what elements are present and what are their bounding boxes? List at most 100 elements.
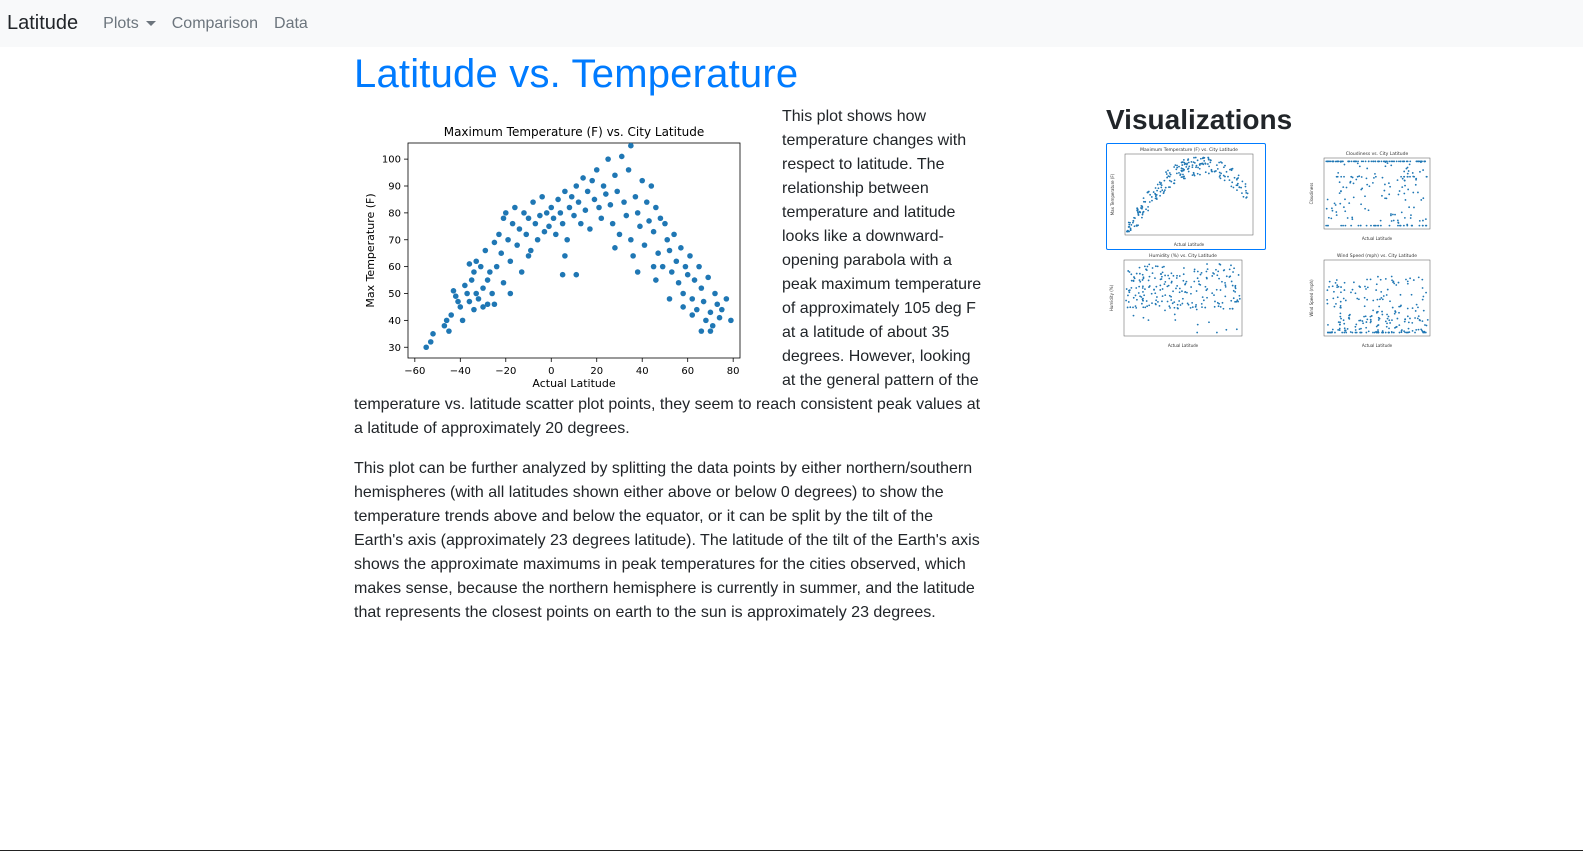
- data-point: [543, 210, 550, 216]
- thumbnail-point: [1333, 202, 1336, 205]
- thumbnail-point: [1340, 190, 1342, 192]
- navbar: Latitude Plots Comparison Data: [0, 0, 1583, 47]
- thumbnail-point: [1328, 285, 1330, 288]
- thumbnail-point: [1161, 266, 1164, 269]
- data-point: [464, 290, 470, 297]
- thumbnail-point: [1405, 278, 1407, 281]
- thumbnail-point: [1338, 327, 1341, 330]
- thumbnail-point: [1354, 160, 1357, 163]
- thumbnail-point: [1365, 331, 1368, 334]
- thumbnail-point: [1345, 331, 1348, 334]
- thumbnail-point: [1372, 299, 1375, 302]
- thumbnail-point: [1359, 331, 1362, 334]
- thumbnail-ylabel: Max Temperature (F): [1110, 173, 1115, 215]
- data-point: [482, 247, 489, 254]
- thumbnail-point: [1178, 291, 1181, 294]
- data-point: [475, 296, 482, 302]
- thumbnail-point: [1344, 329, 1347, 332]
- thumbnail-point: [1338, 181, 1341, 184]
- thumbnail-point: [1218, 277, 1220, 280]
- thumbnail-point: [1409, 175, 1411, 178]
- thumbnail-point: [1133, 225, 1136, 228]
- thumbnail-xlabel: Actual Latitude: [1174, 242, 1205, 247]
- chart-title: Maximum Temperature (F) vs. City Latitud…: [444, 125, 705, 139]
- thumbnail-point: [1355, 178, 1358, 181]
- data-point: [532, 220, 539, 227]
- thumbnail-point: [1238, 294, 1241, 297]
- thumbnail-1[interactable]: Maximum Temperature (F) vs. City Latitud…: [1106, 143, 1266, 250]
- thumbnail-point: [1208, 321, 1210, 324]
- thumbnail-point: [1176, 166, 1179, 169]
- thumbnail-point: [1236, 189, 1238, 191]
- thumbnail-point: [1350, 160, 1353, 163]
- thumbnail-point: [1348, 202, 1351, 205]
- data-point: [525, 253, 532, 259]
- thumbnail-point: [1173, 166, 1176, 168]
- data-point: [664, 236, 671, 243]
- thumbnail-point: [1187, 167, 1190, 170]
- thumbnail-point: [1398, 331, 1401, 334]
- data-point: [491, 301, 498, 308]
- thumbnail-point: [1366, 278, 1368, 281]
- thumbnail-point: [1372, 309, 1374, 312]
- thumbnail-point: [1421, 278, 1424, 281]
- data-point: [666, 296, 673, 302]
- thumbnail-point: [1206, 268, 1209, 271]
- thumbnail-title: Wind Speed (mph) vs. City Latitude: [1337, 253, 1417, 259]
- thumbnail-2[interactable]: Cloudiness vs. City Latitude Actual Latit…: [1306, 148, 1442, 243]
- thumbnail-frame: [1124, 153, 1254, 236]
- thumbnail-point: [1234, 284, 1237, 287]
- thumbnail-point: [1170, 295, 1172, 298]
- data-point: [518, 269, 525, 275]
- thumbnail-point: [1148, 263, 1151, 266]
- data-point: [728, 317, 734, 324]
- thumbnail-point: [1425, 175, 1428, 178]
- thumbnail-3[interactable]: Humidity (%) vs. City Latitude Actual Lat…: [1106, 250, 1254, 350]
- thumbnail-point: [1145, 269, 1148, 272]
- thumbnail-point: [1337, 321, 1340, 324]
- thumbnail-point: [1386, 317, 1389, 320]
- thumbnail-point: [1211, 292, 1214, 295]
- thumbnail-point: [1174, 164, 1177, 167]
- thumbnail-point: [1128, 291, 1131, 294]
- thumbnail-point: [1360, 327, 1362, 330]
- data-point: [527, 247, 534, 254]
- nav-data[interactable]: Data: [274, 14, 308, 32]
- thumbnail-point: [1407, 331, 1410, 334]
- thumbnail-point: [1423, 160, 1426, 163]
- thumbnail-4[interactable]: Wind Speed (mph) vs. City Latitude Actual…: [1306, 250, 1442, 350]
- thumbnail-point: [1191, 164, 1194, 167]
- thumbnail-point: [1199, 157, 1202, 160]
- thumbnail-point: [1214, 300, 1216, 303]
- thumbnail-point: [1376, 324, 1379, 327]
- navbar-brand[interactable]: Latitude: [7, 12, 79, 34]
- thumbnail-point: [1182, 159, 1185, 161]
- thumbnail-point: [1141, 299, 1144, 302]
- thumbnail-point: [1372, 160, 1375, 163]
- data-point: [630, 253, 636, 259]
- thumbnail-point: [1422, 309, 1425, 312]
- nav-plots-dropdown[interactable]: Plots: [103, 15, 156, 33]
- nav-comparison[interactable]: Comparison: [171, 14, 259, 32]
- thumbnail-point: [1377, 160, 1380, 163]
- thumbnail-point: [1127, 294, 1129, 297]
- thumbnail-point: [1135, 306, 1138, 309]
- thumbnail-point: [1339, 306, 1342, 309]
- thumbnail-point: [1175, 172, 1178, 175]
- thumbnail-point: [1159, 273, 1162, 275]
- data-point: [578, 220, 584, 227]
- thumbnail-point: [1327, 323, 1329, 326]
- thumbnail-point: [1132, 306, 1134, 309]
- thumbnail-point: [1363, 315, 1365, 318]
- thumbnail-point: [1142, 291, 1144, 293]
- thumbnail-point: [1211, 275, 1214, 277]
- thumbnail-point: [1187, 170, 1190, 173]
- thumbnail-point: [1357, 298, 1360, 301]
- thumbnail-point: [1132, 279, 1135, 282]
- thumbnail-point: [1154, 197, 1157, 200]
- thumbnail-point: [1172, 182, 1175, 185]
- thumbnail-point: [1138, 272, 1141, 275]
- thumbnail-point: [1408, 163, 1411, 166]
- thumbnail-point: [1397, 221, 1400, 224]
- thumbnail-point: [1176, 274, 1178, 277]
